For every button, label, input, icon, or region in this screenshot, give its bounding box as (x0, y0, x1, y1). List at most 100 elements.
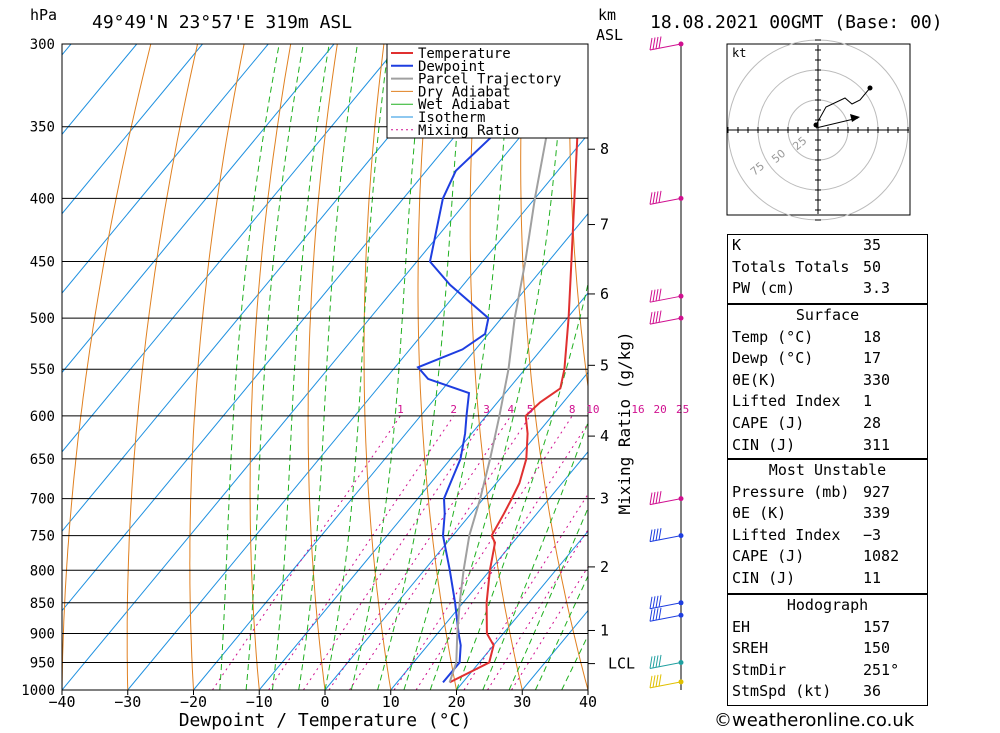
isotherm-line (62, 44, 401, 453)
legend-entry: Dry Adiabat (418, 84, 511, 100)
isotherm-line (62, 44, 203, 215)
x-tick-label: −40 (48, 693, 75, 711)
x-tick-label: 30 (513, 693, 531, 711)
most-unstable-title: Most Unstable (768, 461, 887, 479)
wind-barb (649, 36, 682, 51)
index-row: EH 157 (728, 617, 927, 639)
isotherm-line (390, 451, 588, 690)
isotherm-line (127, 133, 588, 690)
index-name: CIN (J) (732, 568, 796, 587)
index-value: 927 (863, 482, 891, 501)
wet-adiabat-line (350, 44, 425, 690)
isotherm-line (193, 212, 588, 690)
km-tick-label: 3 (600, 490, 609, 508)
pressure-tick-label: 1000 (21, 683, 55, 699)
index-value: 36 (863, 682, 882, 701)
index-row: θE(K) 330 (728, 370, 927, 392)
location-title: 49°49'N 23°57'E 319m ASL (92, 12, 352, 33)
index-value: 50 (863, 257, 882, 276)
mixing-ratio-labels: 1 2 3 4 5 8 10 16 20 25 (397, 403, 689, 416)
index-row: Pressure (mb) 927 (728, 482, 927, 504)
dry-adiabat-line (307, 44, 338, 690)
x-axis-label: Dewpoint / Temperature (°C) (179, 710, 472, 731)
isotherm-line (258, 292, 588, 690)
surface-title: Surface (795, 306, 860, 324)
index-value: 311 (863, 435, 891, 454)
parcel-trajectory-line (448, 44, 562, 683)
x-tick-label: −20 (180, 693, 207, 711)
index-name: Dewp (°C) (732, 349, 814, 368)
isotherm-line (456, 530, 588, 690)
dry-adiabat-line (126, 44, 198, 690)
index-name: CAPE (J) (732, 547, 805, 566)
index-value: 35 (863, 236, 882, 254)
index-row: CAPE (J) 1082 (728, 546, 927, 568)
index-row: Temp (°C) 18 (728, 327, 927, 349)
index-name: Temp (°C) (732, 327, 814, 346)
km-label: km (598, 6, 616, 24)
dry-adiabat-line (990, 44, 1000, 690)
hodograph-unit: kt (732, 46, 746, 60)
index-name: StmSpd (kt) (732, 682, 832, 701)
dry-adiabat-line (249, 44, 292, 690)
index-name: StmDir (732, 660, 787, 679)
mixing-ratio-line (393, 415, 573, 690)
index-name: Totals Totals (732, 257, 850, 276)
hpa-label: hPa (30, 6, 57, 24)
pressure-tick-label: 450 (30, 255, 55, 271)
indices-hodograph: Hodograph EH 157 SREH 150 StmDir 251° StmSpd (… (727, 594, 928, 706)
wet-adiabat-line (298, 44, 358, 690)
wet-adiabat-line (219, 44, 280, 690)
wet-adiabat-line (403, 44, 512, 690)
index-name: SREH (732, 639, 769, 658)
index-name: CIN (J) (732, 435, 796, 454)
index-value: 17 (863, 349, 882, 368)
wet-adiabat-line (324, 44, 390, 690)
wet-adiabat-line (534, 574, 588, 690)
wind-barb (649, 190, 682, 205)
index-row: CIN (J) 11 (728, 568, 927, 590)
mixing-ratio-line (463, 493, 588, 690)
dewpoint-line (416, 44, 533, 684)
index-name: Lifted Index (732, 525, 841, 544)
dry-adiabat-line (943, 44, 1000, 690)
lcl-label: LCL (608, 655, 635, 673)
km-tick-label: 4 (600, 427, 609, 445)
wind-barb (649, 607, 682, 622)
pressure-tick-label: 500 (30, 311, 55, 327)
index-name: K (732, 236, 742, 254)
legend-entry: Dewpoint (418, 59, 485, 75)
dry-adiabat-line (62, 44, 152, 690)
index-name: Lifted Index (732, 392, 841, 411)
wind-barb (649, 595, 682, 610)
index-value: 150 (863, 639, 891, 658)
pressure-tick-label: 850 (30, 596, 55, 612)
index-value: 11 (863, 568, 882, 587)
legend-entry: Isotherm (418, 110, 485, 126)
pressure-tick-label: 550 (30, 362, 55, 378)
x-tick-label: 0 (320, 693, 329, 711)
indices-surface: Surface Temp (°C) 18 Dewp (°C) 17 θE(K) 330 Li… (727, 304, 928, 459)
asl-label: ASL (596, 26, 623, 44)
isotherm-line (62, 44, 532, 612)
mixing-ratio-line (328, 415, 512, 690)
index-value: 28 (863, 413, 882, 432)
mixing-ratio-label: 3 (483, 403, 490, 416)
km-tick-label: 6 (600, 285, 609, 303)
wet-adiabat-line (508, 506, 588, 690)
index-row: Lifted Index −3 (728, 525, 927, 547)
index-value: 1 (863, 392, 873, 411)
index-name: θE(K) (732, 370, 778, 389)
index-row: CIN (J) 311 (728, 435, 927, 457)
index-value: 339 (863, 504, 891, 523)
x-tick-label: 20 (447, 693, 465, 711)
index-row: Totals Totals 50 (728, 257, 927, 279)
copyright-footer[interactable]: ©weatheronline.co.uk (714, 710, 915, 731)
pressure-tick-label: 650 (30, 452, 55, 468)
index-row: Lifted Index 1 (728, 391, 927, 413)
index-name: θE (K) (732, 504, 787, 523)
km-tick-label: 5 (600, 356, 609, 374)
index-name: EH (732, 617, 751, 636)
mixing-ratio-line (415, 422, 588, 690)
